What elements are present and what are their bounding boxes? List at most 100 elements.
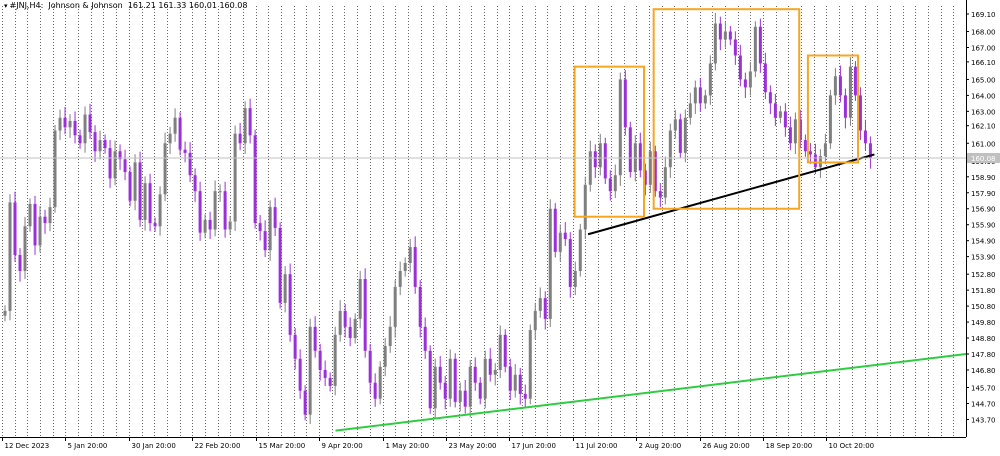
candle-body [223,191,227,230]
candle-body [688,103,692,118]
candle-body [843,95,847,118]
candle [463,380,467,414]
candle-body [413,247,417,287]
candle [108,139,112,188]
candle-body [78,135,82,144]
candle [763,52,767,100]
candle [528,324,532,405]
candle-body [788,127,792,144]
candle [753,21,757,78]
candle-body [403,263,407,271]
candle [238,123,242,151]
candle [783,103,787,137]
candle [328,372,332,392]
candle [403,257,407,277]
candle-body [43,216,47,224]
candle-body [488,358,492,375]
candle [313,316,317,358]
price-tick-label: 149.80 [971,319,996,327]
candle-body [318,350,322,370]
candle-body [773,103,777,118]
candle-body [613,175,617,192]
candle-body [378,366,382,399]
candle-body [233,133,237,222]
price-tick-label: 166.10 [971,59,996,67]
candle [358,270,362,329]
candle [493,363,497,386]
candle [28,198,32,232]
candle [93,125,97,162]
candle-body [303,390,307,415]
candle-body [433,366,437,409]
candle-body [33,203,37,246]
candle-body [193,175,197,192]
candle-body [188,152,192,176]
candle-body [238,133,242,144]
time-tick-label: 23 May 20:00 [449,442,497,450]
candle-body [503,334,507,367]
candle-body [198,191,202,233]
candle-body [478,382,482,399]
candle [193,168,197,202]
price-tick-label: 151.80 [971,287,996,295]
time-axis[interactable]: 12 Dec 2023 5 Jan 20:00 30 Jan 20:00 22 Feb… [2,437,875,450]
price-tick-label: 163.00 [971,108,996,116]
candle-body [58,117,62,131]
candle-body [783,111,787,128]
candle-body [703,95,707,104]
candle-body [273,207,277,228]
time-tick-label: 22 Feb 20:00 [195,442,241,450]
candle-body [593,151,597,168]
price-axis[interactable]: 169.10 168.00 167.00 166.10 165.00 164.00 163.… [966,11,1000,424]
candle-body [863,130,867,144]
candle [798,109,802,149]
candle-body [73,120,77,136]
candle [863,119,867,151]
candle [208,211,212,239]
candle [43,209,47,234]
candle-body [143,183,147,220]
instrument-name: Johnson & Johnson [48,1,123,10]
chart-header: ▾ #JNJ,H4: Johnson & Johnson 161.21 161.3… [4,1,248,10]
candle [553,203,557,258]
candle [483,350,487,409]
candle-body [708,63,712,96]
candle-body [513,374,517,391]
candle [443,375,447,410]
candle-body [353,318,357,339]
candle [608,170,612,201]
candle-body [373,382,377,399]
candle-body [853,66,857,96]
price-tick-label: 153.90 [971,254,996,262]
candle [118,144,122,170]
candle [368,343,372,394]
candle [458,382,462,412]
dropdown-triangle-icon[interactable]: ▾ [4,2,8,10]
candle-body [183,149,187,153]
candle-body [518,374,522,394]
candle [223,181,227,238]
candle [418,280,422,338]
candle [83,106,87,153]
time-tick-label: 9 Apr 20:00 [322,442,363,450]
candle [153,217,157,232]
candle [158,186,162,236]
candle [23,216,27,280]
candle-body [538,298,542,311]
candle [273,197,277,237]
time-tick-label: 5 Jan 20:00 [68,442,108,450]
candle [168,126,172,154]
price-tick-label: 158.90 [971,174,996,182]
candle [503,329,507,373]
candle-body [763,63,767,93]
candle-body [103,140,107,149]
candle [638,132,642,178]
candle-body [808,151,812,155]
candle [598,133,602,176]
candle-body [108,148,112,179]
candle-body [98,140,102,152]
candle-body [738,55,742,80]
candle-body [463,390,467,407]
candle [133,154,137,211]
